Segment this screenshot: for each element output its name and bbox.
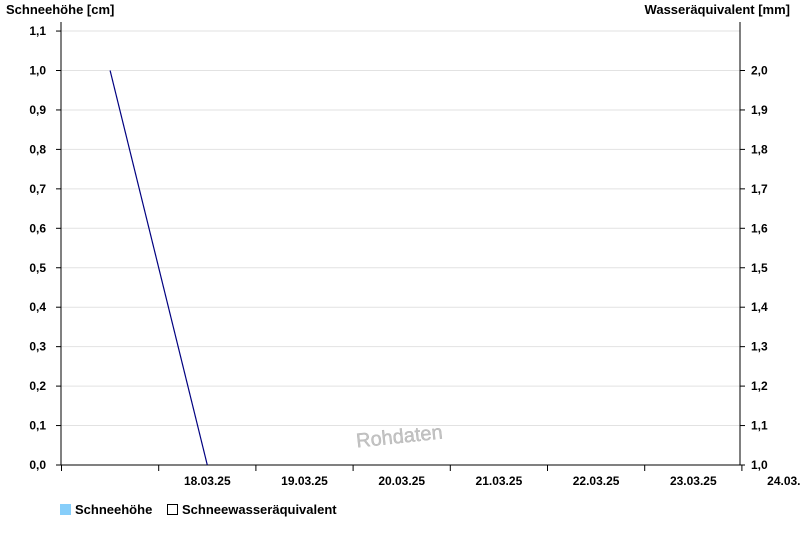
right-tick-label: 2,0 [751,64,768,78]
left-tick-label: 0,9 [29,103,46,117]
axes [60,22,741,466]
right-axis-title: Wasseräquivalent [mm] [645,2,790,17]
legend-label-schneehoehe: Schneehöhe [75,502,152,517]
left-axis-title: Schneehöhe [cm] [6,2,114,17]
watermark: Rohdaten [355,422,444,453]
left-tick-label: 0,7 [29,182,46,196]
right-tick-label: 1,5 [751,261,768,275]
right-tick-label: 1,2 [751,379,768,393]
legend-swatch-schneewasser [167,504,178,515]
x-tick-label: 20.03.25 [378,474,425,488]
right-tick-label: 1,7 [751,182,768,196]
x-tick-label: 19.03.25 [281,474,328,488]
x-tick-label: 23.03.25 [670,474,717,488]
right-tick-label: 1,0 [751,458,768,472]
left-tick-label: 0,4 [29,300,46,314]
legend-label-schneewasser: Schneewasseräquivalent [182,502,337,517]
right-tick-label: 1,4 [751,300,768,314]
right-tick-label: 1,8 [751,142,768,156]
x-tick-label: 21.03.25 [476,474,523,488]
legend: Schneehöhe Schneewasseräquivalent [60,502,337,517]
left-tick-label: 0,2 [29,379,46,393]
left-tick-label: 1,0 [29,64,46,78]
left-tick-label: 0,5 [29,261,46,275]
legend-swatch-schneehoehe [60,504,71,515]
left-tick-label: 0,0 [29,458,46,472]
left-tick-label: 0,1 [29,419,46,433]
right-tick-label: 1,3 [751,340,768,354]
left-tick-label: 0,6 [29,221,46,235]
left-tick-label: 0,8 [29,142,46,156]
tick-labels: 0,0 0,1 0,2 0,3 0,4 0,5 0,6 0,7 0,8 0,9 1,0 1,1 1,0 1… [29,24,800,488]
left-tick-label: 1,1 [29,24,46,38]
left-tick-label: 0,3 [29,340,46,354]
right-tick-label: 1,9 [751,103,768,117]
grid-lines [61,30,740,427]
x-tick-label: 18.03.25 [184,474,231,488]
line-schneewasseraequivalent [109,70,208,466]
x-tick-label: 22.03.25 [573,474,620,488]
x-tick-label: 24.03.25 [767,474,800,488]
right-tick-label: 1,6 [751,221,768,235]
right-tick-label: 1,1 [751,419,768,433]
line-series [109,70,208,466]
